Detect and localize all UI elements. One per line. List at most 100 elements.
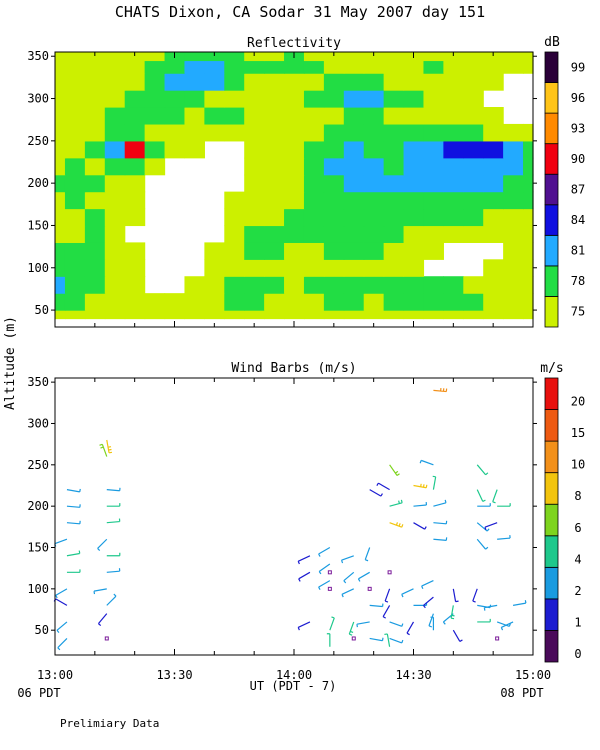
wind-barb — [53, 598, 68, 606]
reflectivity-cell — [383, 73, 405, 91]
wind-barb — [497, 503, 511, 507]
reflectivity-cell — [244, 90, 265, 108]
reflectivity-cell — [303, 157, 325, 176]
reflectivity-cell — [124, 259, 146, 277]
end-local-label: 08 PDT — [500, 686, 543, 700]
reflectivity-cell — [383, 90, 405, 108]
reflectivity-cell — [383, 191, 405, 210]
reflectivity-cell — [244, 52, 265, 62]
reflectivity-cell — [264, 242, 285, 260]
wind-colorbar-swatch — [544, 377, 559, 410]
wind-colorbar-label: 0 — [574, 647, 581, 661]
reflectivity-cell — [104, 276, 126, 294]
reflectivity-cell — [204, 293, 225, 311]
wind-barb — [476, 538, 489, 550]
reflectivity-cell — [443, 52, 464, 62]
reflectivity-cell — [463, 107, 484, 125]
reflectivity-cell — [264, 259, 285, 277]
reflectivity-cell — [55, 52, 66, 62]
reflectivity-colorbar-label: 99 — [571, 60, 585, 74]
reflectivity-cell — [164, 73, 186, 91]
wind-colorbar-label: 15 — [571, 426, 585, 440]
reflectivity-cell — [343, 73, 365, 91]
reflectivity-colorbar-swatch — [544, 82, 559, 114]
reflectivity-cell — [244, 191, 265, 210]
x-tick-label: 14:30 — [395, 668, 431, 682]
reflectivity-cell — [84, 242, 106, 260]
wind-colorbar-label: 10 — [571, 458, 585, 472]
wind-colorbar-label: 8 — [574, 489, 581, 503]
reflectivity-cell — [363, 90, 385, 108]
reflectivity-cell — [523, 208, 534, 227]
wind-barb — [428, 613, 434, 628]
reflectivity-cell — [503, 191, 524, 210]
reflectivity-cell — [483, 293, 504, 311]
wind-barb — [341, 588, 355, 598]
reflectivity-cell — [523, 293, 534, 311]
reflectivity-cell — [124, 107, 146, 125]
reflectivity-cell — [383, 259, 405, 277]
preliminary-note: Prelimiary Data — [60, 717, 159, 730]
wind-barb — [357, 571, 370, 582]
reflectivity-cell — [303, 123, 325, 142]
wind-barb — [54, 538, 68, 547]
reflectivity-cell — [383, 60, 405, 74]
reflectivity-cell — [164, 293, 186, 311]
reflectivity-cell — [55, 310, 66, 320]
reflectivity-cell — [443, 293, 464, 311]
wind-barb — [348, 621, 355, 636]
reflectivity-cell — [64, 276, 86, 294]
reflectivity-cell — [383, 276, 405, 294]
reflectivity-cell — [84, 90, 106, 108]
reflectivity-cell — [463, 225, 484, 243]
reflectivity-cell — [483, 107, 504, 125]
wind-barb — [329, 616, 335, 631]
reflectivity-cell — [523, 225, 534, 243]
reflectivity-cell — [284, 276, 305, 294]
reflectivity-cell — [383, 123, 405, 142]
reflectivity-cell — [323, 276, 345, 294]
reflectivity-cell — [64, 140, 86, 159]
reflectivity-cell — [443, 73, 464, 91]
reflectivity-cell — [523, 242, 534, 260]
reflectivity-cell — [164, 90, 186, 108]
reflectivity-cell — [184, 73, 205, 91]
wind-barb — [432, 475, 437, 490]
reflectivity-cell — [463, 293, 484, 311]
reflectivity-cell — [224, 73, 245, 91]
reflectivity-cell — [523, 259, 534, 277]
reflectivity-cell — [443, 157, 464, 176]
reflectivity-cell — [303, 191, 325, 210]
calm-marker — [351, 636, 356, 641]
reflectivity-cell — [303, 60, 325, 74]
reflectivity-cell — [184, 107, 205, 125]
reflectivity-cell — [463, 140, 484, 159]
calm-marker — [495, 636, 500, 641]
reflectivity-cell — [244, 310, 265, 320]
wind-barb — [318, 546, 331, 557]
reflectivity-cell — [55, 157, 66, 176]
reflectivity-cell — [244, 107, 265, 125]
reflectivity-cell — [343, 276, 365, 294]
reflectivity-cell — [224, 60, 245, 74]
reflectivity-cell — [264, 191, 285, 210]
reflectivity-cell — [383, 157, 405, 176]
reflectivity-cell — [104, 225, 126, 243]
reflectivity-cell — [483, 225, 504, 243]
reflectivity-cell — [144, 310, 166, 320]
reflectivity-cell — [84, 259, 106, 277]
reflectivity-cell — [104, 242, 126, 260]
reflectivity-cell — [503, 293, 524, 311]
plot-frame — [54, 377, 534, 656]
reflectivity-cell — [463, 90, 484, 108]
y-tick-label: 100 — [27, 261, 49, 275]
wind-barb — [93, 588, 107, 595]
reflectivity-cell — [483, 60, 504, 74]
reflectivity-cell — [204, 73, 225, 91]
reflectivity-cell — [144, 107, 166, 125]
reflectivity-cell — [84, 191, 106, 210]
reflectivity-cell — [423, 208, 444, 227]
reflectivity-colorbar-swatch — [544, 51, 559, 83]
reflectivity-cell — [284, 174, 305, 193]
wind-barb — [340, 555, 354, 564]
